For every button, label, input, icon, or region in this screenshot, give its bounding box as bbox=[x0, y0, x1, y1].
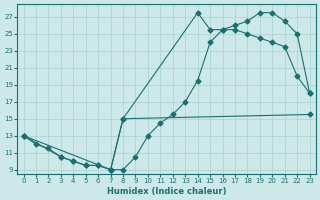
X-axis label: Humidex (Indice chaleur): Humidex (Indice chaleur) bbox=[107, 187, 226, 196]
